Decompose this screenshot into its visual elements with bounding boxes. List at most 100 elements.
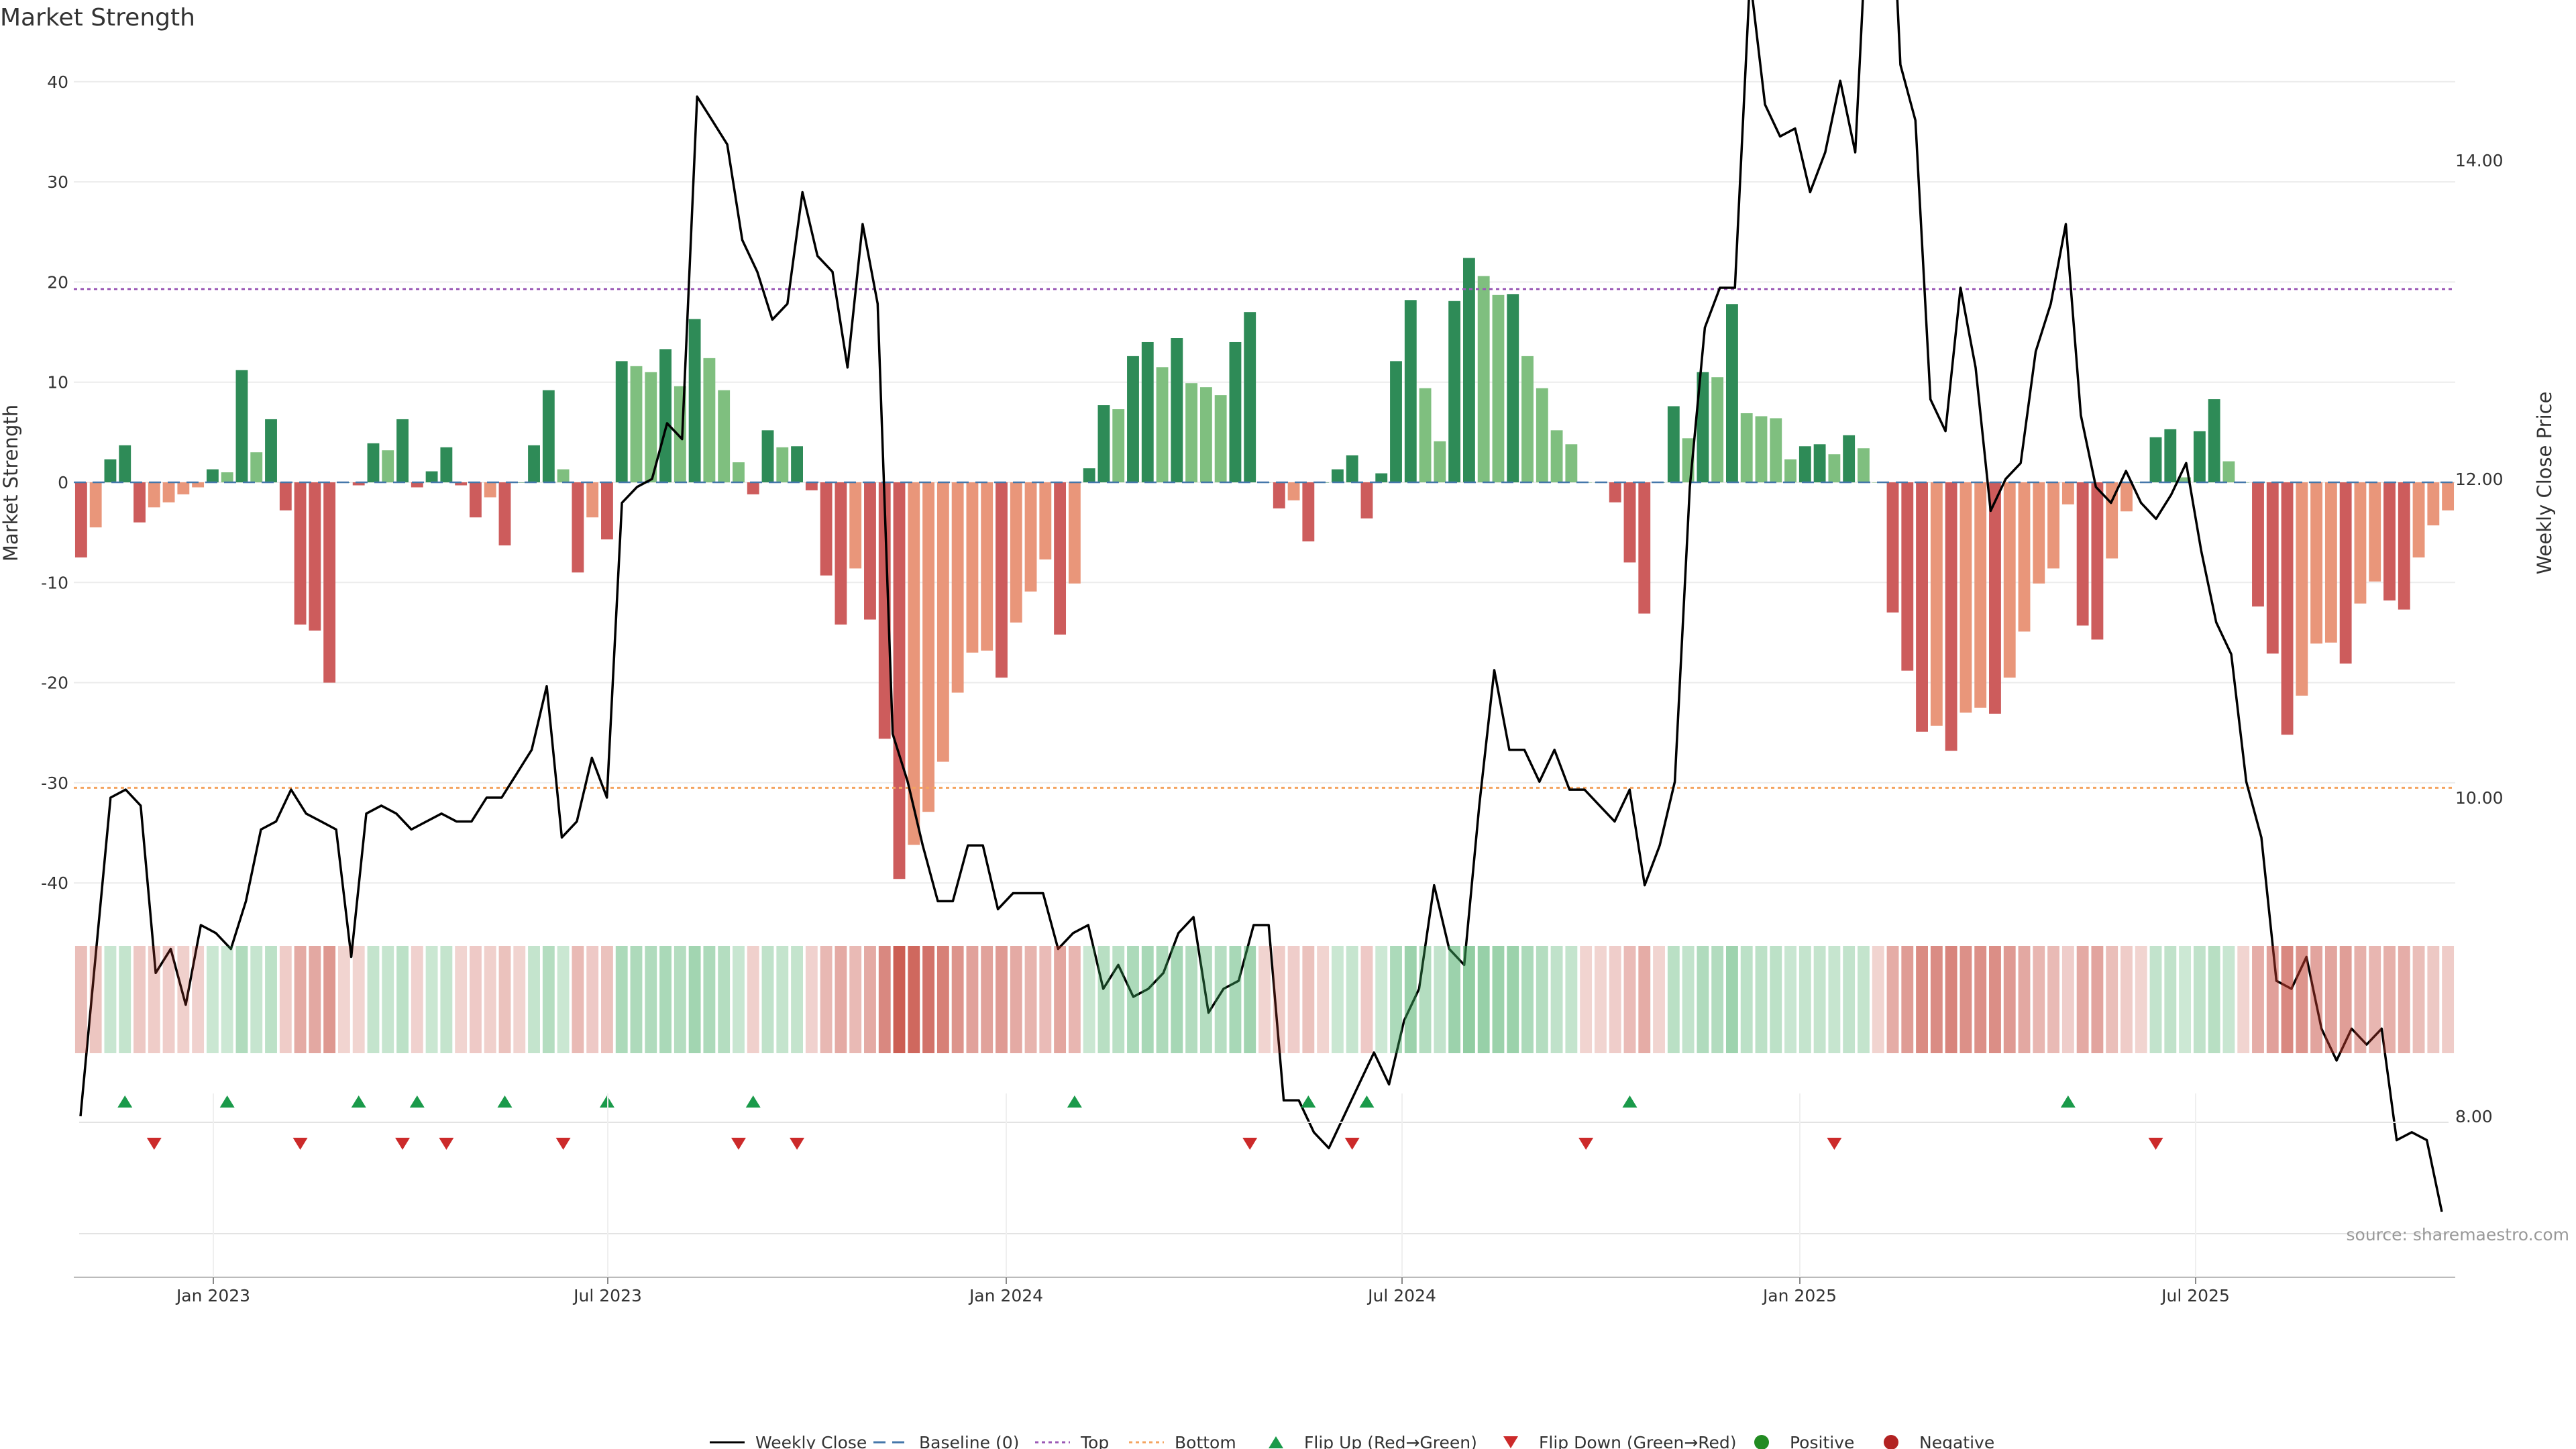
- strength-bar: [996, 482, 1008, 678]
- strength-bar: [309, 482, 321, 631]
- legend-label: Top: [1080, 1433, 1109, 1449]
- heat-cell: [528, 946, 540, 1053]
- heat-cell: [1638, 946, 1651, 1053]
- legend-swatch: [1754, 1435, 1769, 1449]
- strength-bar: [104, 459, 117, 482]
- price-line-group: [79, 0, 2443, 1212]
- strength-bar: [2018, 482, 2031, 632]
- heat-cell: [1858, 946, 1870, 1053]
- strength-bar: [469, 482, 482, 518]
- strength-bar: [440, 447, 453, 482]
- strength-bar: [1390, 361, 1402, 482]
- heat-cell: [2310, 946, 2323, 1053]
- strength-bar: [1550, 430, 1563, 482]
- strength-bar: [1930, 482, 1943, 726]
- strength-bar: [1843, 435, 1856, 482]
- heat-cell: [718, 946, 731, 1053]
- heat-cell: [805, 946, 818, 1053]
- strength-bar: [936, 482, 949, 762]
- heat-cell: [382, 946, 394, 1053]
- heat-cell: [2076, 946, 2089, 1053]
- heat-cell: [557, 946, 570, 1053]
- strength-bar: [1507, 294, 1519, 482]
- heat-cell: [1068, 946, 1081, 1053]
- heat-cell: [1507, 946, 1519, 1053]
- strength-bar: [1010, 482, 1022, 623]
- strength-bar: [2383, 482, 2396, 601]
- heat-cell: [2179, 946, 2192, 1053]
- strength-bar: [1287, 482, 1300, 500]
- heat-cell: [1258, 946, 1271, 1053]
- heat-cell: [1521, 946, 1534, 1053]
- y2-tick-label: 14.00: [2455, 151, 2504, 170]
- heat-cell: [1462, 946, 1475, 1053]
- strength-bar: [206, 469, 219, 482]
- heat-cell: [2018, 946, 2031, 1053]
- strength-bar: [2354, 482, 2367, 604]
- flip-down-marker: [1242, 1138, 1258, 1150]
- strength-bar: [1462, 258, 1475, 482]
- strength-bar: [250, 452, 263, 482]
- heat-cell: [265, 946, 277, 1053]
- strength-bar: [966, 482, 979, 653]
- heat-cell: [294, 946, 307, 1053]
- heat-cell: [1667, 946, 1680, 1053]
- strength-bar: [2149, 437, 2162, 482]
- strength-bar: [761, 430, 774, 482]
- heat-cell: [221, 946, 233, 1053]
- strength-bar: [1989, 482, 2001, 714]
- heat-cell: [747, 946, 759, 1053]
- y2-tick-label: 12.00: [2455, 470, 2504, 489]
- heat-cell: [1375, 946, 1388, 1053]
- strength-bar: [1054, 482, 1067, 635]
- strength-bar: [411, 482, 423, 488]
- heat-cell: [1813, 946, 1826, 1053]
- heat-cell: [469, 946, 482, 1053]
- legend-label: Positive: [1790, 1433, 1854, 1449]
- heat-cell: [2383, 946, 2396, 1053]
- heat-cell: [1828, 946, 1841, 1053]
- y-tick-label: 0: [58, 473, 68, 492]
- strength-bar: [148, 482, 160, 508]
- flip-up-marker: [1301, 1095, 1316, 1108]
- strength-bar: [1419, 388, 1432, 482]
- strength-bar: [2076, 482, 2089, 626]
- strength-bar: [2412, 482, 2425, 557]
- heat-cell: [1550, 946, 1563, 1053]
- legend-label: Baseline (0): [919, 1433, 1019, 1449]
- heat-cell: [89, 946, 102, 1053]
- strength-bar: [1901, 482, 1914, 671]
- strength-bar: [1302, 482, 1315, 542]
- strength-bar: [1828, 454, 1841, 482]
- strength-bar: [2003, 482, 2016, 678]
- strength-bar: [1434, 441, 1446, 482]
- strength-bar: [645, 372, 657, 482]
- heat-cell: [1229, 946, 1242, 1053]
- strength-bar: [1667, 406, 1680, 482]
- heat-cell: [981, 946, 994, 1053]
- flip-up-marker: [1359, 1095, 1375, 1108]
- flip-down-marker: [555, 1138, 571, 1150]
- strength-bar: [1477, 276, 1490, 482]
- heat-cell: [2208, 946, 2220, 1053]
- strength-bar: [2179, 477, 2192, 482]
- strength-bar: [1375, 473, 1388, 482]
- strength-bar: [1156, 367, 1169, 482]
- heat-cell: [2369, 946, 2381, 1053]
- strength-bar: [528, 445, 540, 482]
- strength-bar: [864, 482, 876, 620]
- strength-bar: [1623, 482, 1636, 563]
- heat-cell: [2252, 946, 2264, 1053]
- flip-down-marker: [1344, 1138, 1360, 1150]
- strength-bar: [1755, 416, 1768, 482]
- heat-cell: [2324, 946, 2337, 1053]
- strength-bar: [878, 482, 891, 739]
- heat-cell: [411, 946, 423, 1053]
- flip-down-marker: [146, 1138, 162, 1150]
- legend-label: Weekly Close: [755, 1433, 867, 1449]
- strength-bar: [1726, 304, 1738, 482]
- strength-bar: [1185, 383, 1198, 482]
- heat-cell: [177, 946, 190, 1053]
- flip-up-marker: [1622, 1095, 1638, 1108]
- heat-cell: [1317, 946, 1330, 1053]
